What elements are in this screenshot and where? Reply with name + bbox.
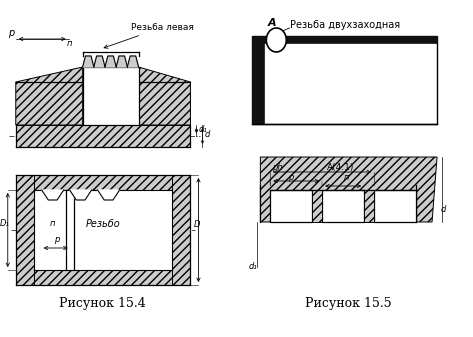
Text: d: d [441, 205, 447, 214]
Bar [83, 67, 139, 125]
Text: Резьбо: Резьбо [86, 219, 121, 229]
Text: d₁: d₁ [248, 262, 257, 271]
Polygon shape [94, 56, 105, 67]
Bar [271, 190, 312, 222]
Ellipse shape [266, 28, 286, 52]
Text: D₁: D₁ [0, 219, 9, 228]
Polygon shape [83, 56, 94, 67]
Text: Резьба двухзаходная: Резьба двухзаходная [290, 20, 401, 30]
Text: Рисунок 15.5: Рисунок 15.5 [305, 297, 392, 310]
Text: Резьба левая: Резьба левая [104, 23, 193, 48]
Bar [16, 125, 191, 147]
Text: р: р [54, 235, 59, 244]
Bar [173, 175, 191, 285]
Polygon shape [97, 190, 120, 200]
Bar [253, 36, 437, 43]
Text: п: п [343, 173, 349, 182]
Bar [16, 175, 34, 285]
Bar [253, 36, 264, 124]
Text: Рисунок 15.4: Рисунок 15.4 [59, 297, 146, 310]
Bar [312, 190, 322, 222]
Text: п: п [67, 39, 72, 48]
Bar [374, 190, 416, 222]
Polygon shape [260, 157, 437, 222]
Text: D: D [193, 220, 200, 229]
Text: А: А [267, 18, 276, 28]
Polygon shape [116, 56, 127, 67]
Polygon shape [42, 190, 64, 200]
Bar [364, 190, 374, 222]
Text: р: р [289, 173, 294, 182]
Text: р: р [8, 28, 14, 38]
Text: рh: рh [272, 163, 283, 172]
Bar [253, 36, 437, 124]
Polygon shape [139, 67, 191, 125]
Bar [16, 270, 191, 285]
Polygon shape [70, 190, 92, 200]
Text: d: d [204, 130, 210, 139]
Text: п: п [50, 219, 55, 228]
Polygon shape [105, 56, 116, 67]
Text: d₁: d₁ [199, 125, 207, 134]
Polygon shape [127, 56, 139, 67]
Polygon shape [16, 67, 83, 125]
Bar [322, 190, 364, 222]
Bar [16, 175, 191, 190]
Bar [34, 190, 173, 270]
Text: А(4:1): А(4:1) [327, 163, 355, 172]
